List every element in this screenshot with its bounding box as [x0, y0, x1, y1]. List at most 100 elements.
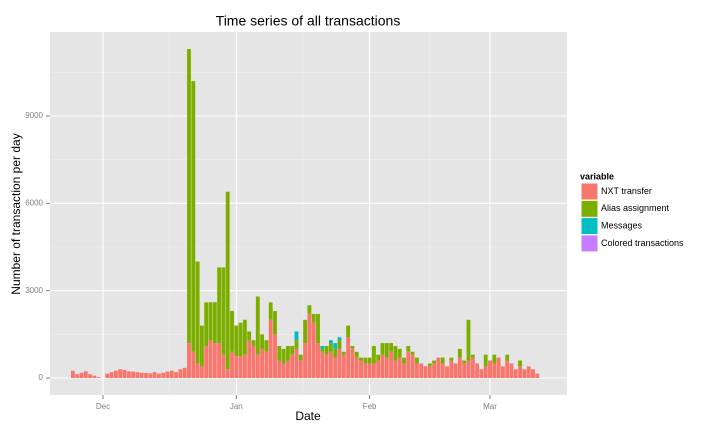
- bar: [303, 343, 308, 378]
- bar: [406, 351, 411, 378]
- bar: [341, 351, 346, 355]
- bar: [260, 348, 265, 378]
- bar: [88, 374, 93, 378]
- bar: [303, 319, 308, 344]
- bar: [483, 354, 488, 367]
- bar: [333, 357, 338, 378]
- bar: [363, 357, 368, 364]
- bar: [195, 261, 200, 364]
- bar: [414, 363, 419, 378]
- bar: [320, 348, 325, 352]
- bar: [496, 357, 501, 378]
- bar: [492, 363, 497, 378]
- bar: [337, 348, 342, 378]
- bar: [341, 354, 346, 378]
- bar: [268, 302, 273, 320]
- bar: [221, 354, 226, 378]
- bar: [204, 302, 209, 346]
- bar: [105, 373, 110, 378]
- bar: [294, 340, 299, 349]
- bar: [333, 348, 338, 358]
- bar: [118, 369, 123, 378]
- bar: [453, 363, 458, 378]
- bar: [518, 360, 523, 367]
- bar: [354, 357, 359, 378]
- bar: [380, 343, 385, 355]
- bar: [277, 360, 282, 378]
- chart-title: Time series of all transactions: [216, 13, 401, 29]
- bar: [505, 360, 510, 378]
- bar: [199, 366, 204, 378]
- bar: [311, 313, 316, 323]
- bar: [234, 325, 239, 357]
- bar: [500, 366, 505, 378]
- bar: [161, 372, 166, 378]
- bar: [376, 360, 381, 378]
- bar: [298, 354, 303, 361]
- bar: [230, 311, 234, 352]
- bar: [316, 313, 320, 344]
- bar: [526, 366, 531, 378]
- bar: [70, 370, 75, 378]
- bar: [225, 369, 230, 378]
- bar: [169, 370, 174, 378]
- bar: [298, 360, 303, 378]
- bar: [518, 366, 523, 378]
- bar: [113, 370, 118, 378]
- bar: [522, 369, 527, 378]
- bar: [410, 351, 415, 355]
- bar: [470, 357, 475, 378]
- legend-key: [580, 199, 599, 218]
- bar: [178, 369, 183, 378]
- bar: [363, 363, 368, 378]
- bar: [281, 363, 286, 378]
- bar: [273, 311, 277, 335]
- bar: [449, 357, 454, 361]
- bar: [419, 363, 424, 378]
- bar: [466, 319, 471, 361]
- bar: [445, 366, 449, 378]
- bar: [414, 357, 419, 364]
- bar: [182, 367, 187, 378]
- bar: [359, 357, 363, 361]
- bar: [122, 369, 127, 378]
- bar: [251, 345, 256, 378]
- bar: [255, 354, 260, 378]
- bar: [427, 366, 432, 378]
- bar: [393, 345, 398, 361]
- bar: [242, 354, 247, 378]
- bar: [328, 340, 333, 344]
- bar: [384, 343, 389, 358]
- bar: [535, 373, 540, 378]
- bar: [238, 322, 243, 357]
- bar: [371, 345, 376, 364]
- bar: [255, 296, 260, 355]
- bar: [316, 343, 320, 378]
- y-tick-label: 3000: [25, 286, 43, 295]
- legend-label: Colored transactions: [601, 238, 684, 248]
- bar: [212, 343, 217, 378]
- bar: [337, 337, 342, 341]
- bar: [83, 371, 88, 378]
- bar: [79, 372, 84, 378]
- bar: [307, 313, 312, 378]
- y-tick-label: 0: [39, 373, 44, 382]
- bar: [294, 348, 299, 378]
- bar: [397, 348, 402, 358]
- bar: [204, 345, 209, 378]
- bar: [208, 340, 213, 378]
- bar: [367, 357, 372, 364]
- bar: [350, 345, 355, 349]
- bar: [324, 345, 329, 355]
- bar: [457, 348, 462, 358]
- bar: [135, 372, 140, 378]
- bar: [126, 371, 131, 378]
- bar: [479, 369, 484, 378]
- bar: [475, 363, 480, 378]
- legend-label: Messages: [601, 220, 643, 230]
- bar: [234, 356, 239, 378]
- bar: [384, 357, 389, 378]
- bar: [406, 345, 411, 352]
- bar: [324, 354, 329, 378]
